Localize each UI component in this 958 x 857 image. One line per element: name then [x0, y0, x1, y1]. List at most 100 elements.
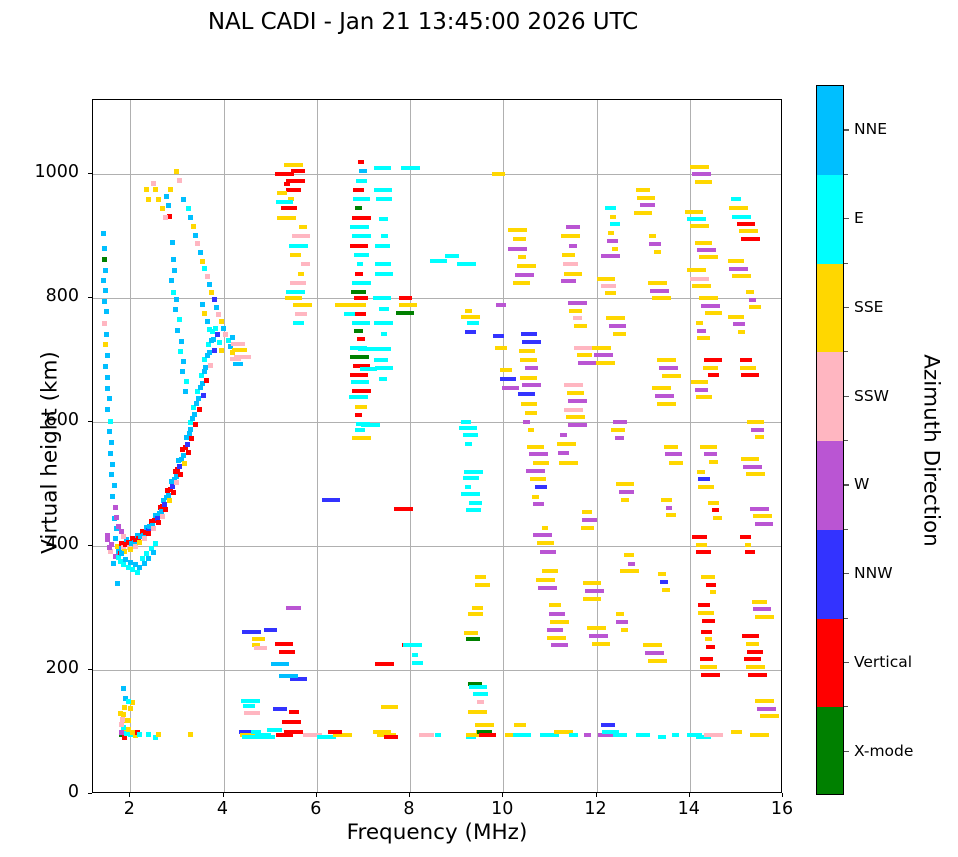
data-mark: [379, 376, 387, 381]
data-mark: [691, 283, 711, 288]
data-mark: [532, 460, 549, 465]
colorbar-segment-sse: [817, 263, 843, 353]
data-mark: [699, 445, 717, 449]
x-axis-tick-label: 4: [216, 799, 229, 819]
data-mark: [597, 732, 614, 737]
data-mark: [101, 320, 107, 326]
data-mark: [352, 197, 370, 202]
data-mark: [752, 599, 768, 604]
data-mark: [137, 564, 143, 570]
data-mark: [613, 332, 627, 337]
y-axis-tick: [88, 297, 92, 299]
data-mark: [198, 372, 204, 378]
data-mark: [749, 305, 761, 309]
data-mark: [123, 695, 129, 701]
data-mark: [286, 290, 306, 295]
data-mark: [180, 447, 185, 452]
data-mark: [150, 522, 156, 528]
data-mark: [207, 326, 213, 332]
data-mark: [411, 652, 418, 657]
data-mark: [745, 665, 765, 669]
data-mark: [517, 255, 526, 260]
data-mark: [566, 415, 585, 420]
data-mark: [587, 625, 606, 630]
data-mark: [125, 718, 131, 724]
data-mark: [568, 423, 588, 428]
data-mark: [206, 341, 212, 347]
data-mark: [176, 178, 182, 184]
data-mark: [211, 347, 217, 353]
colorbar-label-nne: NNE: [854, 120, 887, 139]
data-mark: [109, 542, 115, 548]
data-mark: [302, 732, 322, 737]
data-mark: [650, 288, 669, 293]
data-mark: [465, 735, 476, 739]
data-mark: [349, 302, 367, 307]
data-mark: [398, 302, 417, 307]
data-mark: [466, 637, 480, 642]
data-mark: [161, 497, 167, 503]
data-mark: [504, 732, 516, 737]
data-mark: [186, 430, 192, 436]
data-mark: [754, 614, 774, 619]
data-mark: [528, 452, 548, 457]
gridline-vertical: [410, 100, 411, 792]
data-mark: [230, 335, 236, 341]
data-mark: [112, 505, 118, 511]
data-mark: [115, 554, 121, 560]
data-mark: [731, 274, 751, 278]
data-mark: [120, 562, 126, 568]
data-mark: [125, 698, 131, 704]
data-mark: [275, 732, 293, 737]
data-mark: [297, 271, 304, 276]
data-mark: [747, 649, 763, 654]
data-mark: [602, 730, 619, 734]
data-mark: [116, 523, 122, 529]
data-mark: [707, 500, 719, 505]
data-mark: [243, 711, 260, 716]
data-mark: [267, 727, 283, 732]
x-axis-tick: [502, 793, 504, 797]
data-mark: [464, 441, 472, 446]
data-mark: [232, 348, 248, 353]
data-mark: [286, 187, 301, 192]
data-mark: [700, 629, 712, 634]
data-mark: [472, 606, 484, 611]
data-mark: [169, 484, 175, 490]
data-mark: [335, 302, 355, 307]
data-mark: [666, 513, 677, 518]
colorbar-segment-e: [817, 174, 843, 264]
data-mark: [353, 187, 365, 192]
data-mark: [138, 533, 144, 539]
data-mark: [162, 215, 168, 221]
data-mark: [147, 523, 153, 529]
data-mark: [163, 506, 169, 512]
data-mark: [139, 528, 145, 534]
data-mark: [609, 214, 616, 219]
data-mark: [757, 706, 777, 711]
data-mark: [351, 234, 371, 239]
gridline-horizontal: [93, 422, 781, 424]
data-mark: [355, 178, 367, 183]
data-mark: [538, 586, 558, 591]
data-mark: [636, 195, 655, 200]
data-mark: [119, 729, 125, 735]
data-mark: [102, 246, 108, 252]
data-mark: [286, 178, 306, 183]
data-mark: [513, 722, 526, 727]
data-mark: [741, 457, 760, 462]
data-mark: [696, 248, 716, 252]
data-mark: [705, 582, 716, 587]
data-mark: [181, 460, 187, 466]
data-mark: [566, 225, 581, 229]
data-mark: [393, 507, 413, 511]
data-mark: [605, 316, 625, 321]
data-mark: [402, 643, 422, 648]
data-mark: [292, 321, 304, 326]
data-mark: [117, 558, 123, 564]
data-mark: [605, 206, 616, 211]
data-mark: [616, 619, 629, 624]
data-mark: [373, 347, 392, 352]
data-mark: [373, 321, 393, 326]
data-mark: [112, 536, 118, 542]
